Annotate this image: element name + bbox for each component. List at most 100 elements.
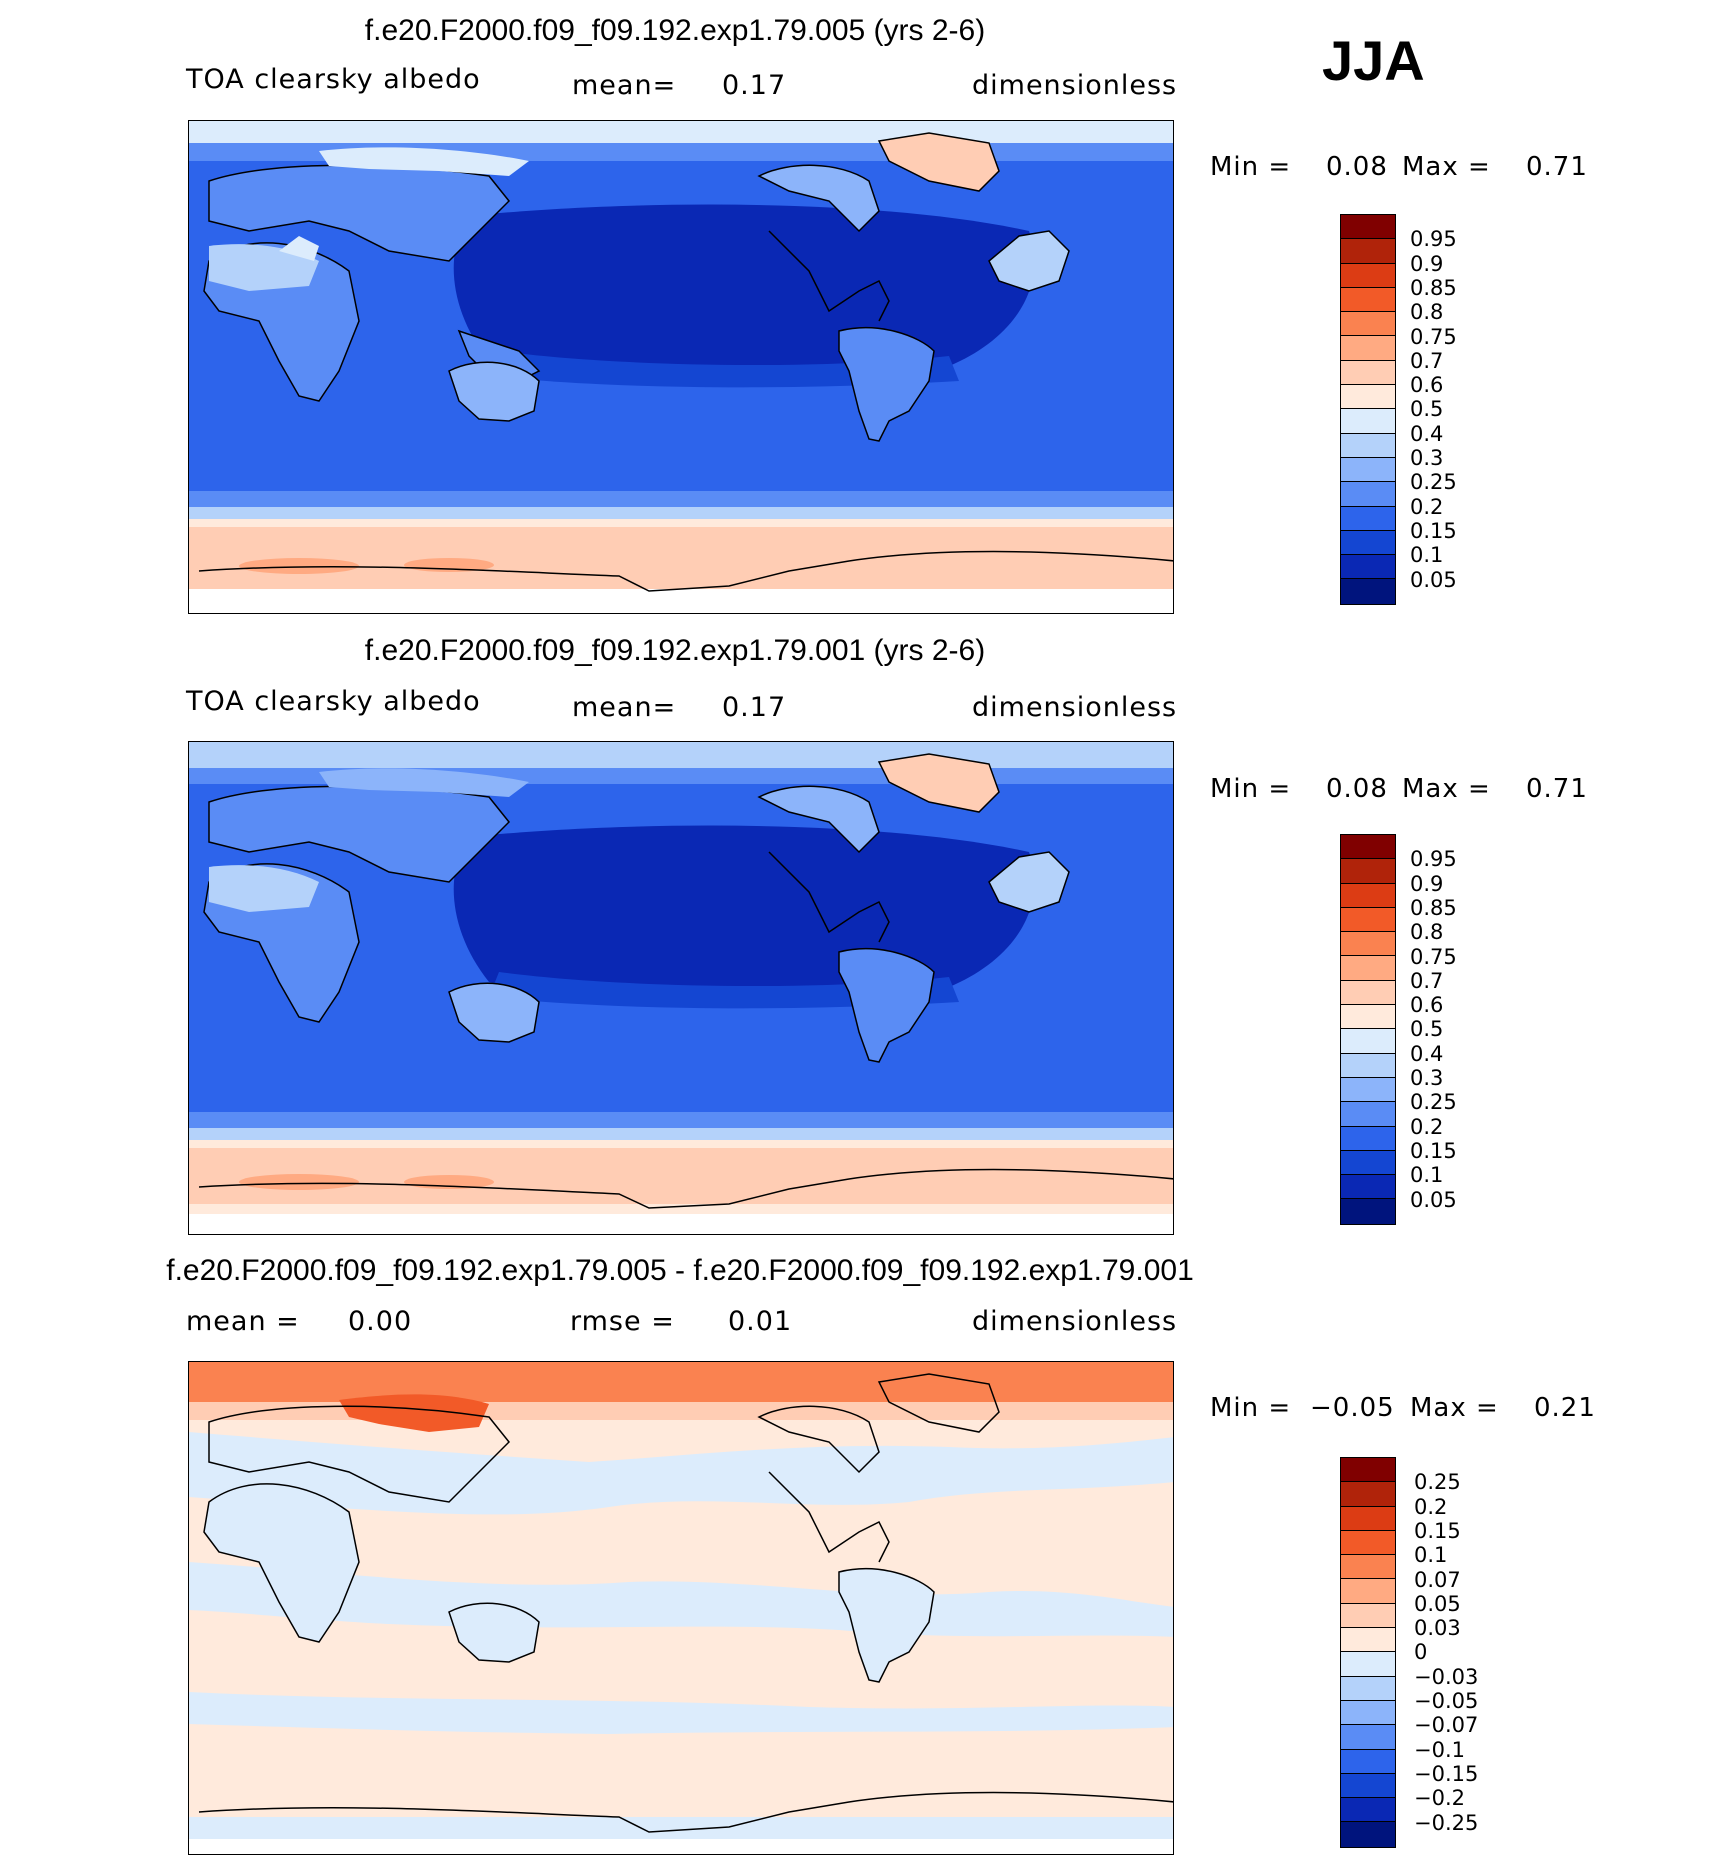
panel1-title: f.e20.F2000.f09_f09.192.exp1.79.005 (yrs… bbox=[364, 14, 986, 47]
panel3-colorbar bbox=[1340, 1457, 1396, 1848]
panel1-colorbar-segment bbox=[1341, 530, 1395, 556]
panel2-colorbar-tick-label: 0.95 bbox=[1410, 847, 1457, 872]
panel2-variable-label: TOA clearsky albedo bbox=[186, 686, 481, 717]
panel1-colorbar-tick-label: 0.5 bbox=[1410, 397, 1444, 422]
panel2-colorbar-segment bbox=[1341, 859, 1395, 884]
panel1-colorbar-tick-label: 0.4 bbox=[1410, 421, 1444, 446]
panel1-colorbar-segment bbox=[1341, 433, 1395, 458]
panel3-colorbar-tick-label: 0.07 bbox=[1414, 1567, 1461, 1592]
panel3-units-label: dimensionless bbox=[972, 1306, 1178, 1337]
panel2-colorbar-tick-label: 0.2 bbox=[1410, 1114, 1444, 1139]
panel1-colorbar-tick-label: 0.25 bbox=[1410, 470, 1457, 495]
panel3-colorbar-segment bbox=[1341, 1555, 1395, 1580]
panel1-map-svg bbox=[189, 121, 1173, 613]
panel2-mean-value: 0.17 bbox=[722, 692, 787, 723]
panel2-colorbar-segment bbox=[1341, 907, 1395, 933]
panel2-colorbar-segment bbox=[1341, 1199, 1395, 1224]
panel2-colorbar bbox=[1340, 834, 1396, 1225]
panel3-colorbar-segment bbox=[1341, 1628, 1395, 1653]
panel2-colorbar-segment bbox=[1341, 1126, 1395, 1151]
panel3-min-label: Min = bbox=[1210, 1393, 1292, 1423]
panel1-min-label: Min = bbox=[1210, 152, 1292, 182]
panel3-colorbar-segment bbox=[1341, 1603, 1395, 1629]
panel3-colorbar-segment bbox=[1341, 1676, 1395, 1701]
panel2-colorbar-tick-label: 0.15 bbox=[1410, 1138, 1457, 1163]
panel3-title: f.e20.F2000.f09_f09.192.exp1.79.005 - f.… bbox=[166, 1254, 1194, 1287]
panel1-colorbar-segment bbox=[1341, 482, 1395, 507]
panel2-colorbar-segment bbox=[1341, 1029, 1395, 1054]
panel1-max-label: Max = bbox=[1402, 152, 1491, 182]
panel3-colorbar-tick-label: −0.03 bbox=[1414, 1664, 1479, 1689]
panel3-colorbar-segment bbox=[1341, 1652, 1395, 1677]
panel1-colorbar-tick-label: 0.7 bbox=[1410, 348, 1444, 373]
panel2-colorbar-tick-label: 0.25 bbox=[1410, 1090, 1457, 1115]
panel3-colorbar-tick-label: 0.1 bbox=[1414, 1543, 1448, 1568]
panel2-colorbar-segment bbox=[1341, 956, 1395, 981]
panel1-colorbar-tick-label: 0.1 bbox=[1410, 543, 1444, 568]
panel2-min-value: 0.08 bbox=[1326, 774, 1388, 804]
panel3-colorbar-segment bbox=[1341, 1822, 1395, 1847]
panel3-colorbar-segment bbox=[1341, 1506, 1395, 1531]
panel2-max-value: 0.71 bbox=[1526, 774, 1588, 804]
panel2-colorbar-tick-label: 0.4 bbox=[1410, 1041, 1444, 1066]
panel1-colorbar-segment bbox=[1341, 506, 1395, 531]
panel3-colorbar-segment bbox=[1341, 1798, 1395, 1823]
panel1-colorbar-segment bbox=[1341, 239, 1395, 264]
panel2-colorbar-tick-label: 0.7 bbox=[1410, 968, 1444, 993]
panel3-min-value: −0.05 bbox=[1310, 1393, 1395, 1423]
panel1-colorbar-segment bbox=[1341, 287, 1395, 313]
panel3-colorbar-segment bbox=[1341, 1458, 1395, 1483]
panel3-max-value: 0.21 bbox=[1534, 1393, 1596, 1423]
season-label: JJA bbox=[1322, 29, 1425, 92]
panel3-colorbar-segment bbox=[1341, 1530, 1395, 1556]
panel2-colorbar-segment bbox=[1341, 980, 1395, 1006]
panel3-colorbar-segment bbox=[1341, 1749, 1395, 1774]
panel3-colorbar-segment bbox=[1341, 1700, 1395, 1726]
panel2-colorbar-tick-label: 0.8 bbox=[1410, 920, 1444, 945]
panel1-colorbar-segment bbox=[1341, 555, 1395, 580]
panel1-colorbar-tick-label: 0.85 bbox=[1410, 275, 1457, 300]
panel2-colorbar-segment bbox=[1341, 1053, 1395, 1078]
panel2-colorbar-segment bbox=[1341, 1102, 1395, 1127]
panel3-colorbar-tick-label: −0.25 bbox=[1414, 1810, 1479, 1835]
panel2-colorbar-segment bbox=[1341, 1077, 1395, 1103]
panel1-colorbar-tick-label: 0.2 bbox=[1410, 494, 1444, 519]
panel1-min-value: 0.08 bbox=[1326, 152, 1388, 182]
panel3-mean-label: mean = bbox=[186, 1306, 300, 1337]
panel1-colorbar-tick-label: 0.8 bbox=[1410, 300, 1444, 325]
panel2-mean-label: mean= bbox=[572, 692, 677, 723]
panel1-colorbar-tick-label: 0.3 bbox=[1410, 446, 1444, 470]
panel1-colorbar-tick-label: 0.95 bbox=[1410, 227, 1457, 252]
panel3-colorbar-tick-label: −0.07 bbox=[1414, 1713, 1479, 1738]
panel1-max-value: 0.71 bbox=[1526, 152, 1588, 182]
panel1-colorbar-tick-label: 0.75 bbox=[1410, 324, 1457, 349]
panel3-colorbar-tick-label: 0 bbox=[1414, 1640, 1428, 1665]
panel3-colorbar-tick-label: 0.03 bbox=[1414, 1616, 1461, 1641]
panel1-colorbar-segment bbox=[1341, 336, 1395, 361]
panel3-colorbar-tick-label: 0.05 bbox=[1414, 1591, 1461, 1616]
panel3-colorbar-segment bbox=[1341, 1579, 1395, 1604]
panel2-title: f.e20.F2000.f09_f09.192.exp1.79.001 (yrs… bbox=[364, 634, 986, 667]
panel1-map bbox=[188, 120, 1174, 614]
panel2-colorbar-tick-label: 0.6 bbox=[1410, 993, 1444, 1018]
panel3-colorbar-tick-label: −0.05 bbox=[1414, 1689, 1479, 1713]
panel3-colorbar-tick-label: 0.25 bbox=[1414, 1470, 1461, 1495]
panel3-colorbar-tick-label: 0.2 bbox=[1414, 1494, 1448, 1519]
panel2-colorbar-segment bbox=[1341, 1150, 1395, 1176]
panel2-colorbar-tick-label: 0.1 bbox=[1410, 1163, 1444, 1188]
panel1-colorbar-tick-label: 0.6 bbox=[1410, 373, 1444, 398]
panel2-colorbar-segment bbox=[1341, 1175, 1395, 1200]
panel2-colorbar-tick-label: 0.5 bbox=[1410, 1017, 1444, 1042]
panel3-mean-value: 0.00 bbox=[348, 1306, 413, 1337]
panel3-map-svg bbox=[189, 1362, 1173, 1854]
panel2-map-svg bbox=[189, 742, 1173, 1234]
panel1-mean-value: 0.17 bbox=[722, 70, 787, 101]
panel2-units-label: dimensionless bbox=[972, 692, 1178, 723]
panel2-min-label: Min = bbox=[1210, 774, 1292, 804]
panel2-colorbar-tick-label: 0.75 bbox=[1410, 944, 1457, 969]
panel3-colorbar-segment bbox=[1341, 1725, 1395, 1750]
panel3-rmse-label: rmse = bbox=[570, 1306, 675, 1337]
panel2-max-label: Max = bbox=[1402, 774, 1491, 804]
panel3-map bbox=[188, 1361, 1174, 1855]
panel2-colorbar-tick-label: 0.05 bbox=[1410, 1187, 1457, 1212]
